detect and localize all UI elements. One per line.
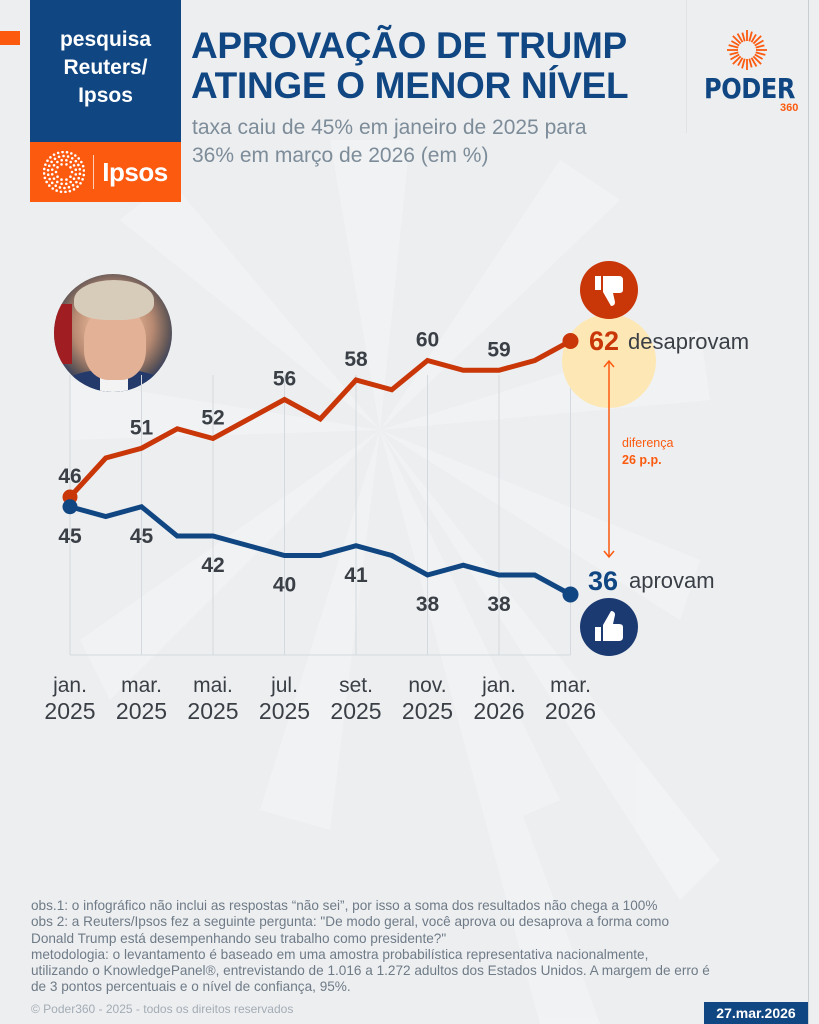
- footer-note: metodologia: o levantamento é baseado em…: [31, 946, 649, 962]
- poder-wordmark: PODER: [704, 72, 795, 105]
- end-label-aprovam-value: 36: [588, 566, 618, 596]
- trump-portrait: [54, 274, 172, 392]
- data-label-aprovam: 45: [58, 525, 82, 548]
- difference-label: diferença: [622, 436, 673, 450]
- ipsos-logo: Ipsos: [30, 142, 181, 202]
- x-tick-month: nov.: [408, 674, 446, 697]
- end-point-aprovam: [562, 586, 579, 603]
- title-line: ATINGE O MENOR NÍVEL: [191, 65, 629, 106]
- arrow-down-icon: [603, 550, 615, 559]
- data-label-aprovam: 45: [130, 525, 154, 548]
- series-lines: [62, 333, 579, 603]
- thumbs-up-icon: [580, 598, 638, 656]
- end-point-desaprovam: [562, 333, 579, 349]
- poder-360: 360: [780, 102, 799, 114]
- footer-notes: obs.1: o infográfico não inclui as respo…: [31, 898, 801, 996]
- date-badge: 27.mar.2026: [704, 1002, 808, 1024]
- arrow-up-icon: [603, 359, 615, 368]
- data-label-desaprovam: 46: [58, 465, 81, 488]
- source-box: pesquisa Reuters/ Ipsos Ipsos: [30, 0, 181, 202]
- x-tick-year: 2025: [330, 698, 381, 724]
- data-label-desaprovam: 58: [344, 348, 368, 371]
- x-tick-month: set.: [339, 674, 373, 697]
- series-line-desaprovam: [68, 338, 572, 499]
- data-label-aprovam: 38: [416, 593, 440, 616]
- difference-value: 26 p.p.: [622, 453, 662, 467]
- series-line-aprovam: [69, 503, 572, 597]
- x-tick-month: jan.: [481, 674, 516, 697]
- footer-note: obs 2: a Reuters/Ipsos fez a seguinte pe…: [31, 914, 670, 930]
- data-label-desaprovam: 51: [130, 416, 154, 439]
- copyright: © Poder360 - 2025 - todos os direitos re…: [31, 1002, 294, 1016]
- data-label-desaprovam: 56: [273, 368, 296, 391]
- difference-annotation: diferença 26 p.p.: [603, 359, 673, 559]
- data-label-desaprovam: 59: [487, 338, 510, 361]
- data-label-aprovam: 41: [344, 564, 368, 587]
- x-tick-year: 2025: [44, 698, 95, 724]
- footer-note: de 3 pontos percentuais e o nível de con…: [31, 979, 351, 995]
- x-tick-month: jul.: [270, 674, 298, 697]
- end-label-desaprovam-value: 62: [589, 326, 619, 356]
- start-point-aprovam: [62, 499, 78, 515]
- subtitle-line: 36% em março de 2026 (em %): [192, 144, 489, 167]
- right-border: [808, 0, 809, 1024]
- data-label-desaprovam: 52: [201, 407, 224, 430]
- title-line: APROVAÇÃO DE TRUMP: [191, 25, 627, 66]
- accent-tab: [0, 31, 20, 45]
- x-tick-year: 2025: [259, 698, 310, 724]
- x-tick-year: 2025: [402, 698, 453, 724]
- header-divider: [686, 0, 687, 133]
- page-title: APROVAÇÃO DE TRUMP ATINGE O MENOR NÍVEL: [191, 25, 629, 106]
- footer-note: utilizando o KnowledgePanel®, entrevista…: [31, 963, 710, 979]
- poder360-logo: PODER 360: [700, 28, 799, 114]
- data-label-aprovam: 40: [273, 574, 296, 597]
- source-line: pesquisa: [59, 28, 152, 51]
- x-tick-month: mar.: [550, 674, 591, 697]
- ipsos-wordmark: Ipsos: [102, 156, 168, 187]
- x-tick-month: mar.: [121, 674, 162, 697]
- x-axis-ticks: jan.2025mar.2025mai.2025jul.2025set.2025…: [44, 674, 596, 724]
- source-line: Reuters/: [63, 56, 148, 79]
- data-labels: 46 51 52 56 58 60 59 45 45 42 40 41 38 38 62 desaprovam…: [58, 261, 749, 656]
- thumbs-down-icon: [580, 261, 638, 319]
- x-tick-month: jan.: [52, 674, 87, 697]
- source-label: pesquisa Reuters/ Ipsos: [30, 0, 181, 142]
- ipsos-dots-icon: [43, 151, 86, 193]
- end-label-desaprovam-text: desaprovam: [628, 329, 749, 354]
- end-label-aprovam-text: aprovam: [629, 568, 715, 593]
- x-tick-year: 2025: [187, 698, 238, 724]
- footer-note: obs.1: o infográfico não inclui as respo…: [31, 898, 658, 913]
- sun-rays-icon: [727, 30, 767, 70]
- page-subtitle: taxa caiu de 45% em janeiro de 2025 para…: [192, 114, 587, 170]
- logo-divider: [93, 155, 95, 189]
- x-tick-year: 2025: [116, 698, 167, 724]
- gridlines: [69, 375, 571, 656]
- footer-note: Donald Trump está desempenhando seu trab…: [31, 930, 447, 946]
- data-label-desaprovam: 60: [416, 329, 439, 352]
- subtitle-line: taxa caiu de 45% em janeiro de 2025 para: [192, 116, 587, 139]
- x-tick-month: mai.: [193, 674, 233, 697]
- x-tick-year: 2026: [473, 698, 524, 724]
- source-line: Ipsos: [78, 84, 133, 107]
- x-tick-year: 2026: [545, 698, 596, 724]
- data-label-aprovam: 38: [487, 593, 511, 616]
- data-label-aprovam: 42: [201, 554, 224, 577]
